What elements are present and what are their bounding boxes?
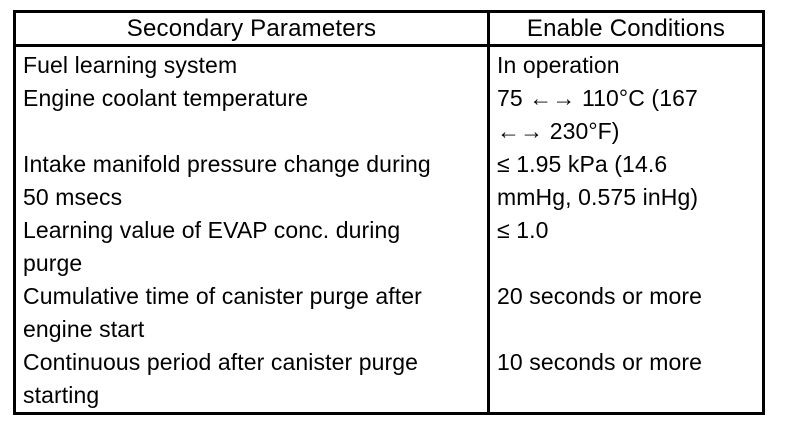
column-header-secondary-parameters: Secondary Parameters <box>16 13 490 47</box>
param-cell: Learning value of EVAP conc. during purg… <box>16 212 490 278</box>
condition-cell: 75 ←→ 110°C (167 ←→ 230°F) <box>497 85 698 144</box>
condition-cell: In operation <box>497 52 620 78</box>
condition-cell: 10 seconds or more <box>497 349 703 375</box>
param-cell: Continuous period after canister purge s… <box>16 344 490 412</box>
parameters-table: Secondary Parameters Enable Conditions F… <box>13 10 765 415</box>
condition-cell: 20 seconds or more <box>497 283 703 309</box>
param-cell: Engine coolant temperature <box>16 80 490 146</box>
param-cell: Fuel learning system <box>16 47 490 80</box>
condition-cell: ≤ 1.0 <box>497 217 549 243</box>
param-cell: Intake manifold pressure change during 5… <box>16 146 490 212</box>
param-cell: Cumulative time of canister purge after … <box>16 278 490 344</box>
condition-cell: ≤ 1.95 kPa (14.6 mmHg, 0.575 inHg) <box>497 151 699 210</box>
column-header-enable-conditions: Enable Conditions <box>490 13 762 47</box>
